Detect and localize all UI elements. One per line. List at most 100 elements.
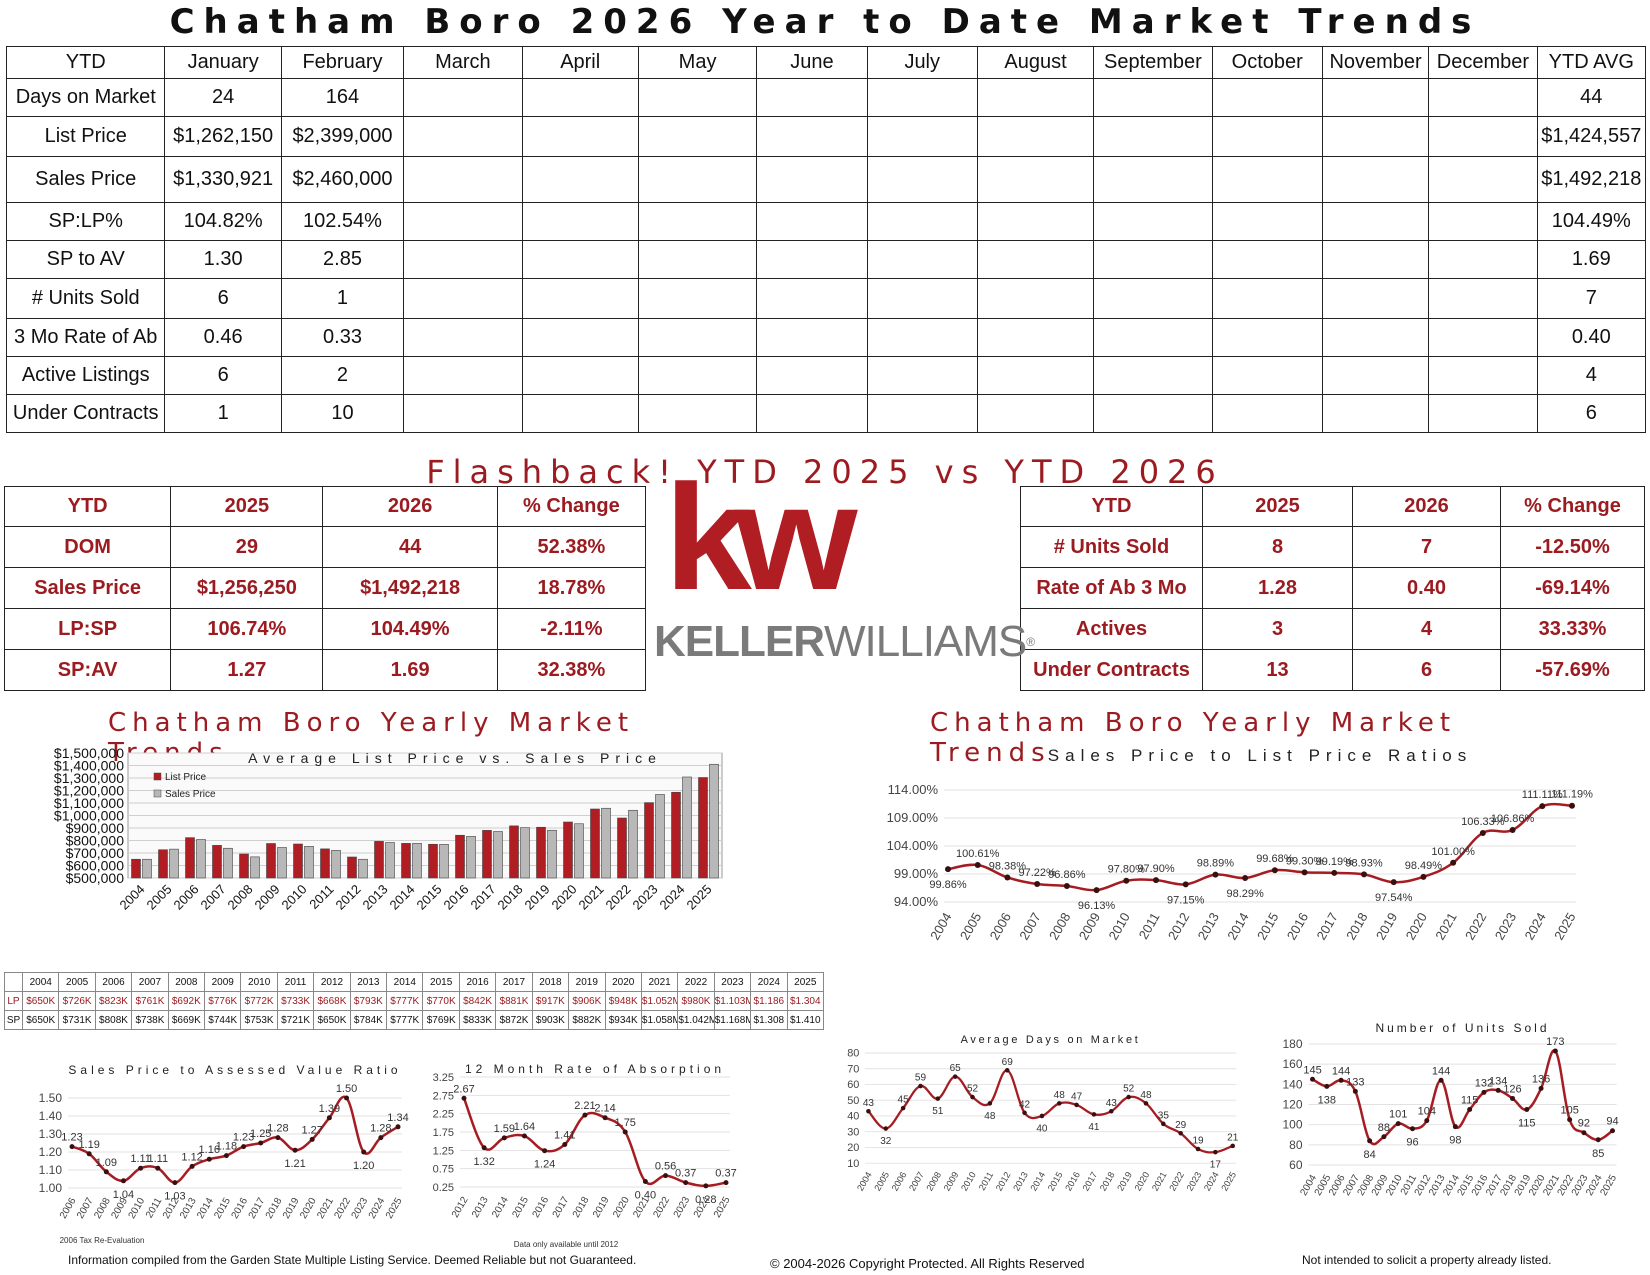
mini-cell: 2006 — [94, 972, 133, 992]
mini-cell: $1.058M — [640, 1010, 679, 1030]
table-cell — [1428, 356, 1538, 395]
x-tick-label: 2013 — [1195, 910, 1222, 943]
x-tick-label: 2007 — [1016, 910, 1043, 943]
data-label: 104 — [1418, 1106, 1436, 1118]
header-cell: May — [637, 46, 758, 79]
data-label: 1.75 — [615, 1117, 636, 1129]
x-tick-label: 2018 — [571, 1195, 592, 1220]
table-row: Active Listings 6 2 4 — [5, 356, 1647, 395]
y-tick-label: $1,500,000 — [54, 745, 124, 761]
mini-cell: 2009 — [204, 972, 242, 992]
data-label: 0.37 — [675, 1168, 696, 1180]
table-cell: 18.78% — [496, 567, 647, 609]
footer-left: Information compiled from the Garden Sta… — [68, 1253, 637, 1267]
data-label: 98.93% — [1345, 857, 1383, 869]
mini-cell: 2007 — [131, 972, 169, 992]
mini-cell: 2011 — [276, 972, 315, 992]
table-cell — [403, 356, 523, 395]
table-cell — [521, 156, 639, 203]
row-label: Sales Price — [3, 567, 172, 609]
table-cell — [756, 394, 868, 433]
mini-cell: 2005 — [58, 972, 96, 992]
mini-row: 2004 2005 2006 2007 2008 2009 2010 2011 2012 2013… — [4, 972, 825, 992]
data-point — [1161, 1121, 1166, 1127]
y-tick-label: $1,400,000 — [54, 758, 124, 774]
x-tick-label: 2004 — [117, 882, 148, 913]
x-tick-label: 2008 — [1046, 910, 1073, 943]
data-point — [582, 1112, 588, 1118]
mini-cell: $726K — [58, 991, 96, 1011]
x-tick-label: 2013 — [360, 882, 391, 913]
table-cell: 4 — [1536, 356, 1647, 395]
x-tick-label: 2008 — [92, 1196, 113, 1221]
table-cell — [1211, 240, 1323, 279]
bar-list-price — [482, 830, 492, 879]
x-tick-label: 2005 — [144, 882, 175, 913]
data-point — [1093, 887, 1100, 894]
data-label: 133 — [1346, 1076, 1364, 1088]
data-point — [69, 1144, 75, 1150]
row-label: Active Listings — [5, 356, 166, 395]
table-cell — [1428, 318, 1538, 357]
x-tick-label: 2021 — [576, 882, 607, 913]
table-cell: 102.54% — [280, 202, 405, 241]
table-cell — [756, 156, 868, 203]
y-tick-label: 1.00 — [39, 1181, 63, 1195]
x-tick-label: 2019 — [591, 1195, 612, 1220]
x-tick-label: 2023 — [672, 1195, 693, 1220]
page-title: Chatham Boro 2026 Year to Date Market Tr… — [169, 2, 1481, 42]
data-label: 43 — [863, 1098, 875, 1109]
data-label: 88 — [1378, 1122, 1390, 1134]
data-label: 138 — [1318, 1094, 1336, 1106]
data-point — [622, 1129, 628, 1135]
flashback-title: Flashback! YTD 2025 vs YTD 2026 — [426, 453, 1224, 491]
data-point — [1395, 1121, 1401, 1127]
bar-list-price — [509, 825, 519, 879]
bar-sales-price — [196, 839, 206, 879]
table-cell — [637, 318, 758, 357]
mini-cell: $761K — [131, 991, 169, 1011]
data-label: 1.09 — [96, 1157, 117, 1169]
row-label: Rate of Ab 3 Mo — [1020, 567, 1203, 609]
data-label: 105 — [1560, 1105, 1578, 1117]
data-label: 97.22% — [1018, 867, 1056, 879]
x-tick-label: 2015 — [1046, 1170, 1065, 1193]
bar-sales-price — [574, 823, 584, 879]
table-cell — [976, 356, 1095, 395]
data-point — [602, 1115, 608, 1121]
data-label: 96.13% — [1078, 900, 1116, 912]
data-point — [1581, 1130, 1587, 1136]
table-cell: $2,399,000 — [280, 116, 405, 157]
y-tick-label: 109.00% — [887, 810, 939, 825]
data-label: 1.34 — [387, 1112, 408, 1124]
row-label: DOM — [3, 526, 172, 568]
header-cell: YTD — [3, 486, 172, 527]
dom-line-chart: Average Days on Market 10 20 30 40 50 60 70 80 43… — [847, 1034, 1239, 1193]
x-tick-label: 2023 — [1492, 910, 1519, 943]
table-cell — [1211, 318, 1323, 357]
header-cell: March — [403, 46, 523, 79]
table-cell: 1.27 — [170, 649, 324, 691]
data-point — [461, 1095, 467, 1101]
data-label: 106.86% — [1491, 813, 1535, 825]
table-cell: $1,262,150 — [164, 116, 282, 157]
table-cell: 6 — [1352, 649, 1501, 691]
bar-list-price — [671, 791, 681, 879]
table-cell — [403, 318, 523, 357]
table-cell: 104.49% — [322, 608, 498, 650]
table-cell — [403, 78, 523, 117]
row-label: 3 Mo Rate of Ab — [5, 318, 166, 357]
data-point — [172, 1180, 178, 1186]
table-cell — [1321, 356, 1430, 395]
data-point — [103, 1169, 109, 1175]
data-point — [1367, 1138, 1373, 1144]
mini-cell: $769K — [422, 1010, 460, 1030]
bar-sales-price — [142, 858, 152, 879]
mini-cell: 2013 — [349, 972, 388, 992]
table-cell: -69.14% — [1500, 567, 1645, 609]
data-point — [1479, 829, 1486, 836]
table-row: # Units Sold 6 1 7 — [5, 278, 1647, 319]
data-point — [258, 1140, 264, 1146]
x-tick-label: 2020 — [1403, 910, 1430, 943]
table-cell — [637, 202, 758, 241]
